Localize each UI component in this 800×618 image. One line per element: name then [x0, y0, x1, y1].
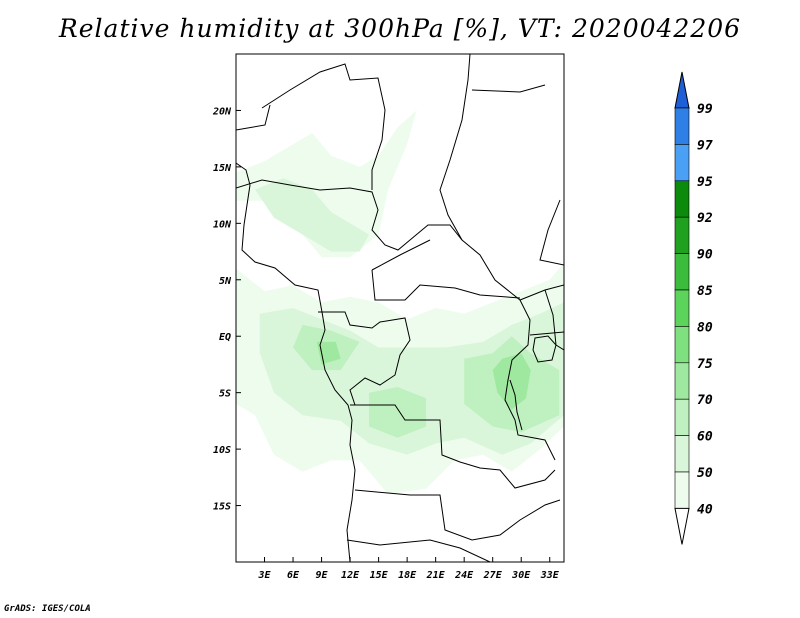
colorbar-label: 99 — [697, 102, 713, 117]
colorbar: 99 97 95 92 90 85 80 75 70 60 50 40 — [674, 71, 713, 545]
y-tick-label: 10S — [213, 445, 231, 456]
colorbar-label: 40 — [697, 502, 713, 517]
x-tick-label: 3E — [257, 570, 271, 581]
coastline-west-africa — [236, 162, 356, 562]
colorbar-segment — [674, 326, 690, 364]
colorbar-segment — [674, 253, 690, 291]
border-east — [529, 289, 564, 351]
colorbar-label: 95 — [697, 175, 713, 190]
colorbar-label: 75 — [697, 357, 713, 372]
border-sahel — [236, 179, 564, 301]
colorbar-bottom-arrow — [674, 507, 690, 545]
colorbar-segment — [674, 398, 690, 436]
colorbar-segment — [674, 471, 690, 509]
colorbar-label: 70 — [697, 393, 713, 408]
colorbar-label: 50 — [697, 466, 713, 481]
colorbar-segment — [674, 107, 690, 145]
colorbar-label: 80 — [697, 320, 713, 335]
border-northern-extra — [236, 84, 564, 266]
border-central — [371, 239, 521, 301]
map-title: Relative humidity at 300hPa [%], VT: 202… — [58, 14, 742, 43]
y-tick-label: 15S — [213, 502, 231, 513]
y-tick-label: EQ — [219, 332, 231, 343]
lake-tanganyika — [509, 379, 523, 431]
x-tick-label: 21E — [426, 570, 446, 581]
colorbar-label: 90 — [697, 248, 713, 263]
y-axis-ticks: 20N 15N 10N 5N EQ 5S 10S 15S — [212, 106, 241, 513]
country-borders — [236, 54, 564, 562]
y-tick-label: 20N — [212, 106, 232, 117]
humidity-region-60-6 — [369, 387, 427, 438]
border-great-lakes — [504, 299, 556, 461]
colorbar-top-arrow — [674, 71, 690, 109]
border-chad-sudan — [439, 54, 471, 241]
x-tick-label: 18E — [398, 570, 417, 581]
colorbar-label: 85 — [697, 284, 713, 299]
y-tick-label: 15N — [213, 163, 232, 174]
colorbar-segment — [674, 216, 690, 254]
colorbar-segment — [674, 144, 690, 182]
border-southern — [346, 489, 561, 562]
humidity-fill-layer — [236, 110, 564, 495]
humidity-region-40-0 — [236, 110, 417, 258]
colorbar-label: 60 — [697, 430, 713, 445]
x-tick-label: 30E — [511, 570, 531, 581]
humidity-region-70-7 — [492, 353, 531, 410]
colorbar-segment — [674, 180, 690, 218]
grads-credit: GrADS: IGES/COLA — [4, 604, 91, 614]
colorbar-label: 92 — [697, 211, 713, 226]
colorbar-segment — [674, 362, 690, 400]
border-drc-angola — [350, 404, 556, 489]
y-tick-label: 5S — [219, 389, 231, 400]
colorbar-label: 97 — [697, 138, 713, 153]
x-tick-label: 12E — [341, 570, 360, 581]
x-tick-label: 15E — [370, 570, 389, 581]
humidity-region-50-3 — [255, 178, 370, 252]
border-sahara-north — [261, 63, 386, 190]
y-tick-label: 5N — [219, 276, 232, 287]
x-tick-label: 6E — [287, 570, 300, 581]
x-tick-label: 27E — [483, 570, 503, 581]
x-tick-label: 24E — [454, 570, 474, 581]
colorbar-segment — [674, 435, 690, 473]
map-frame — [235, 53, 565, 563]
lake-victoria — [532, 335, 557, 363]
y-tick-label: 10N — [213, 219, 232, 230]
x-axis-ticks: 3E 6E 9E 12E 15E 18E 21E 24E 27E 30E 33E — [257, 557, 560, 581]
x-tick-label: 33E — [540, 570, 560, 581]
border-congo — [318, 311, 411, 406]
x-tick-label: 9E — [316, 570, 329, 581]
colorbar-segment — [674, 289, 690, 327]
